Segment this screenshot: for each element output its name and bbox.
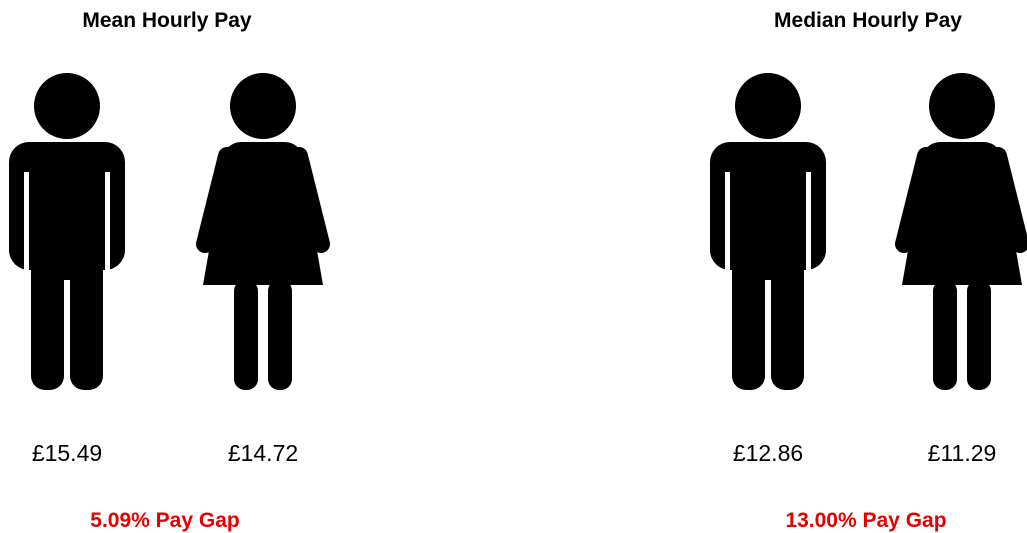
men-pay: £15.49 — [32, 440, 102, 466]
women-pay: £14.72 — [228, 440, 298, 466]
man-icon — [9, 73, 125, 390]
median-panel: Median Hourly Pay £12.86 £11.29 13.00% P… — [710, 9, 1022, 532]
panel-title: Median Hourly Pay — [774, 9, 962, 32]
women-pay: £11.29 — [928, 440, 997, 466]
pay-gap: 13.00% Pay Gap — [785, 509, 946, 532]
woman-icon — [902, 73, 1022, 390]
woman-icon — [203, 73, 323, 390]
men-pay: £12.86 — [733, 440, 803, 466]
pay-gap: 5.09% Pay Gap — [90, 509, 239, 532]
panel-title: Mean Hourly Pay — [82, 9, 252, 32]
mean-panel: Mean Hourly Pay £15.49 £14.72 5.09% Pay … — [9, 9, 323, 532]
man-icon — [710, 73, 826, 390]
